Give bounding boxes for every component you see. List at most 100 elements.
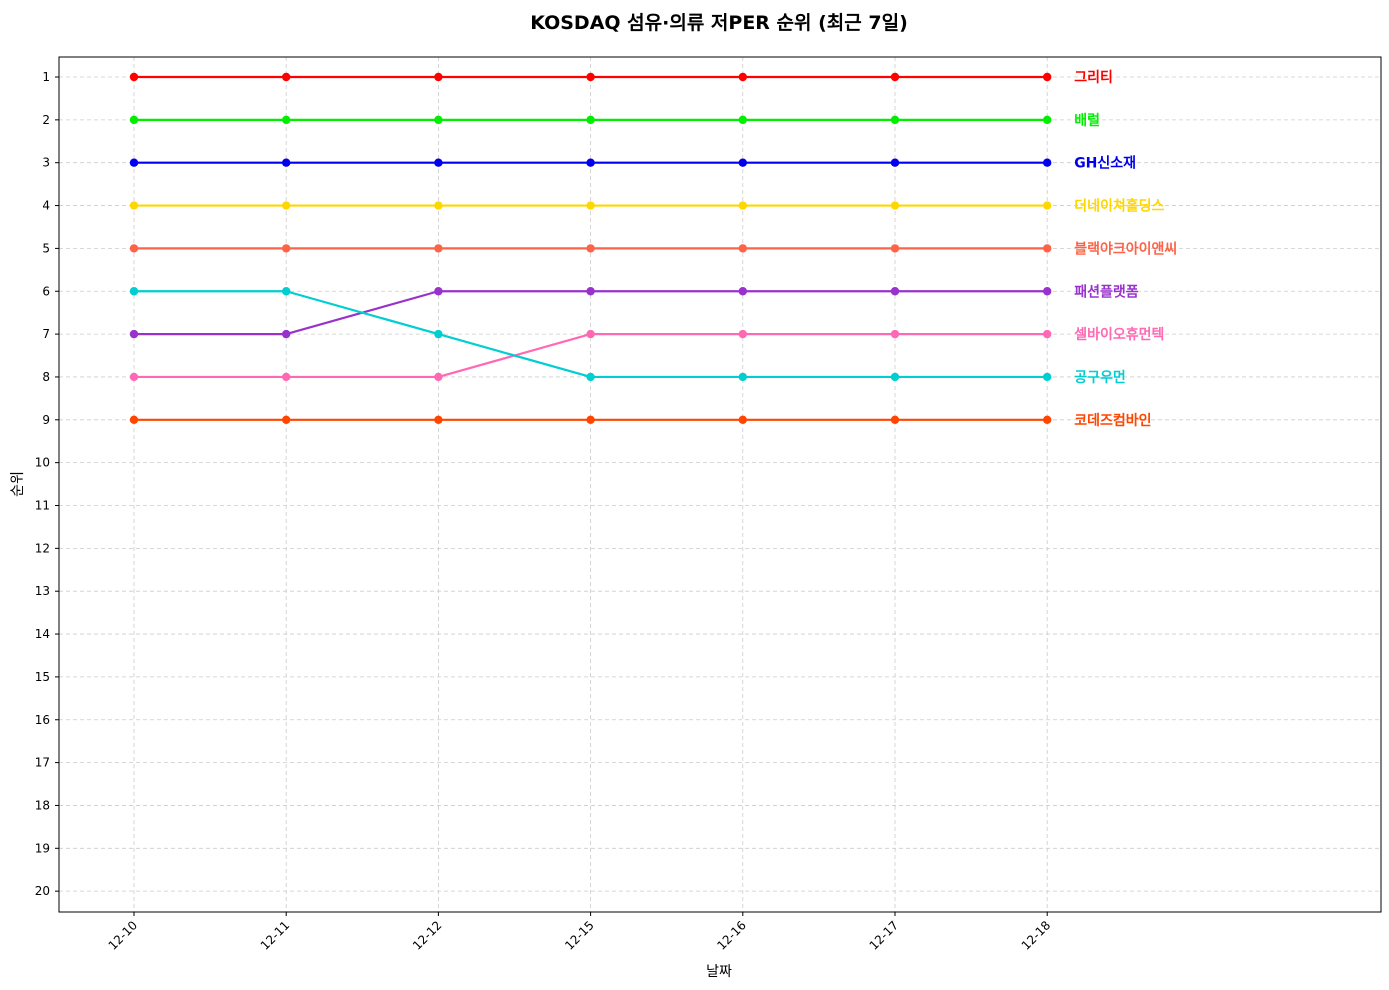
series-point bbox=[282, 115, 291, 125]
chart-title: KOSDAQ 섬유·의류 저PER 순위 (최근 7일) bbox=[530, 12, 908, 34]
series-point bbox=[738, 201, 747, 210]
y-tick-label: 1 bbox=[42, 70, 50, 84]
x-tick-label: 12-12 bbox=[410, 918, 445, 953]
series-point bbox=[586, 372, 595, 382]
series-point bbox=[1043, 287, 1052, 296]
series-point bbox=[586, 72, 595, 82]
series-point bbox=[434, 415, 443, 424]
series-5 bbox=[129, 287, 1052, 339]
series-end-label: 공구우먼 bbox=[1074, 369, 1126, 386]
series-point bbox=[129, 415, 139, 424]
series-3 bbox=[129, 201, 1052, 210]
series-point bbox=[890, 244, 900, 253]
series-point bbox=[1043, 415, 1052, 424]
series-point bbox=[738, 329, 747, 339]
series-point bbox=[282, 201, 291, 210]
x-tick-label: 12-10 bbox=[106, 918, 141, 953]
series-point bbox=[586, 115, 595, 125]
series-point bbox=[586, 244, 595, 253]
series-point bbox=[890, 287, 900, 296]
series-point bbox=[890, 72, 900, 82]
series-point bbox=[1043, 244, 1052, 253]
series-point bbox=[890, 372, 900, 382]
series-point bbox=[1043, 372, 1052, 382]
series-point bbox=[282, 72, 291, 82]
series-point bbox=[890, 329, 900, 339]
y-tick-label: 8 bbox=[42, 370, 50, 384]
series-point bbox=[738, 72, 747, 82]
series-point bbox=[1043, 158, 1052, 167]
series-point bbox=[738, 415, 747, 424]
series-point bbox=[282, 244, 291, 253]
series-point bbox=[434, 244, 443, 253]
series-point bbox=[434, 158, 443, 167]
y-tick-label: 16 bbox=[35, 713, 50, 727]
series-end-label: 배럴 bbox=[1074, 113, 1100, 129]
y-tick-label: 7 bbox=[42, 327, 50, 341]
series-end-label: 그리티 bbox=[1074, 70, 1113, 86]
series-point bbox=[890, 115, 900, 125]
series-6 bbox=[129, 329, 1052, 382]
series-point bbox=[738, 244, 747, 253]
series-point bbox=[738, 372, 747, 382]
x-axis-label: 날짜 bbox=[706, 964, 732, 980]
y-tick-label: 12 bbox=[35, 541, 50, 555]
series-point bbox=[129, 72, 139, 82]
x-tick-label: 12-16 bbox=[714, 918, 749, 953]
series-end-label: 더네이쳐홀딩스 bbox=[1074, 198, 1164, 215]
series-4 bbox=[129, 244, 1052, 253]
series-end-label: 셀바이오휴먼텍 bbox=[1074, 326, 1164, 343]
series-point bbox=[1043, 201, 1052, 210]
y-tick-label: 2 bbox=[42, 113, 50, 127]
series-point bbox=[1043, 329, 1052, 339]
y-tick-label: 3 bbox=[42, 156, 50, 170]
series-end-label: 블랙야크아이앤씨 bbox=[1074, 240, 1177, 257]
series-point bbox=[129, 158, 139, 167]
series-point bbox=[434, 201, 443, 210]
series-end-label: 패션플랫폼 bbox=[1074, 283, 1139, 300]
x-tick-label: 12-15 bbox=[562, 918, 597, 953]
x-tick-label: 12-11 bbox=[258, 918, 293, 953]
series-point bbox=[586, 287, 595, 296]
series-point bbox=[129, 287, 139, 296]
series-point bbox=[282, 415, 291, 424]
plot-frame bbox=[58, 56, 1382, 913]
y-tick-label: 6 bbox=[42, 284, 50, 298]
series-point bbox=[434, 329, 443, 339]
series-point bbox=[129, 115, 139, 125]
series-point bbox=[738, 287, 747, 296]
series-point bbox=[738, 158, 747, 167]
series-point bbox=[434, 372, 443, 382]
y-tick-label: 15 bbox=[35, 670, 50, 684]
grid-layer bbox=[59, 57, 1381, 912]
y-tick-label: 18 bbox=[35, 798, 50, 812]
x-tick-label: 12-17 bbox=[867, 918, 902, 953]
series-0 bbox=[129, 72, 1052, 82]
series-2 bbox=[129, 158, 1052, 167]
y-tick-label: 11 bbox=[35, 499, 50, 513]
series-point bbox=[282, 372, 291, 382]
series-point bbox=[890, 201, 900, 210]
x-axis-ticks: 12-10 12-11 12-12 12-15 12-16 12-17 12-18 bbox=[106, 912, 1053, 953]
series-1 bbox=[129, 115, 1052, 125]
series-point bbox=[1043, 115, 1052, 125]
series-end-label: GH신소재 bbox=[1074, 156, 1136, 172]
series-point bbox=[1043, 72, 1052, 82]
series-point bbox=[434, 115, 443, 125]
series-point bbox=[890, 415, 900, 424]
series-point bbox=[434, 287, 443, 296]
series-end-label: 코데즈컴바인 bbox=[1074, 412, 1151, 429]
y-tick-label: 14 bbox=[35, 627, 50, 641]
y-tick-label: 20 bbox=[35, 884, 50, 898]
series-point bbox=[586, 158, 595, 167]
series-point bbox=[282, 329, 291, 339]
y-tick-label: 17 bbox=[35, 756, 50, 770]
series-point bbox=[282, 158, 291, 167]
y-tick-label: 10 bbox=[35, 456, 50, 470]
y-tick-label: 9 bbox=[42, 413, 50, 427]
y-tick-label: 13 bbox=[35, 584, 50, 598]
series-8 bbox=[129, 415, 1052, 424]
